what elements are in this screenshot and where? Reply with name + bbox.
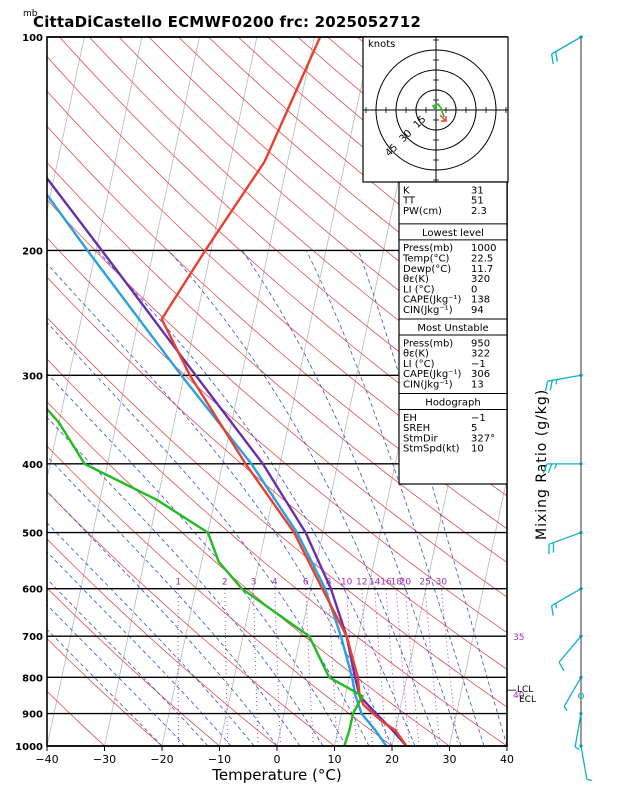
y-tick-label: 500 xyxy=(22,529,43,540)
y-tick-label: 1000 xyxy=(15,742,43,753)
y-tick-label: 900 xyxy=(22,710,43,721)
x-tick-label: 40 xyxy=(500,753,514,766)
lcl-label: LCL xyxy=(517,685,533,695)
wind-barb xyxy=(579,744,591,780)
mixing-ratio-edge-label: 35 xyxy=(513,633,524,643)
moist-adiabat-line xyxy=(0,250,208,746)
isotherm-line xyxy=(220,37,372,746)
moist-adiabat-line xyxy=(0,250,254,746)
panel-row-label: PW(cm) xyxy=(403,206,442,217)
wind-barb xyxy=(575,712,583,750)
chart-title: CittaDiCastello ECMWF0200 frc: 202505271… xyxy=(33,13,421,31)
mixing-ratio-label: 1 xyxy=(175,578,181,588)
y-tick-label: 200 xyxy=(22,246,43,257)
panel-row-value: 2.3 xyxy=(471,206,487,217)
x-tick-label: 20 xyxy=(385,753,399,766)
x-tick-label: −40 xyxy=(35,753,58,766)
mixing-ratio-label: 14 xyxy=(369,578,381,588)
mixing-ratio-label: 25 xyxy=(419,578,430,588)
isotherm-line xyxy=(105,37,257,746)
series-line-virtual_parcel xyxy=(0,37,386,746)
mixing-ratio-line xyxy=(225,589,228,746)
dry-adiabat-line xyxy=(0,37,392,746)
mixing-ratio-label: 4 xyxy=(272,578,278,588)
wind-barb xyxy=(546,374,583,391)
y-tick-label: 400 xyxy=(22,460,43,471)
y-tick-label: 700 xyxy=(22,632,43,643)
background-lines xyxy=(0,37,618,746)
mixing-ratio-label: 10 xyxy=(341,578,353,588)
moist-adiabat-line xyxy=(35,250,392,746)
wind-barb xyxy=(552,35,583,64)
x-tick-label: 10 xyxy=(328,753,342,766)
panel-row-value: 10 xyxy=(471,444,484,455)
moist-adiabat-line xyxy=(0,250,369,746)
mixing-ratio-label: 20 xyxy=(400,578,412,588)
x-tick-label: 30 xyxy=(443,753,457,766)
y-tick-label: 800 xyxy=(22,673,43,684)
hodograph-params-title: Hodograph xyxy=(425,398,480,409)
mixing-ratio-label: 6 xyxy=(303,578,309,588)
isotherm-line xyxy=(162,37,314,746)
ecl-label: ECL xyxy=(519,695,536,705)
y-tick-label: 300 xyxy=(22,371,43,382)
mixing-ratio-label: 2 xyxy=(222,578,228,588)
panel-row-label: CIN(Jkg⁻¹) xyxy=(403,305,453,316)
lowest-level-title: Lowest level xyxy=(422,228,484,239)
mixing-ratio-label: 12 xyxy=(356,578,367,588)
moist-adiabat-line xyxy=(0,250,231,746)
wind-barb-column xyxy=(544,35,592,780)
mixing-ratio-line xyxy=(254,589,259,746)
isotherm-line xyxy=(47,37,199,746)
hodograph-title: knots xyxy=(368,39,395,50)
x-axis-label: Temperature (°C) xyxy=(211,766,341,784)
panel-row-label: CIN(Jkg⁻¹) xyxy=(403,380,453,391)
moist-adiabat-line xyxy=(0,250,300,746)
mixing-ratio-label: 3 xyxy=(251,578,257,588)
panel-row-value: 94 xyxy=(471,305,484,316)
wind-barb xyxy=(559,635,583,671)
dry-adiabat-line xyxy=(0,37,105,746)
mixing-ratio-line xyxy=(306,589,314,746)
x-tick-label: 0 xyxy=(274,753,281,766)
panel-row-value: 13 xyxy=(471,380,484,391)
x-tick-label: −20 xyxy=(150,753,173,766)
y-tick-label: 100 xyxy=(22,33,43,44)
mixing-ratio-label: 30 xyxy=(436,578,448,588)
panel-row-label: StmSpd(kt) xyxy=(403,444,460,455)
x-tick-label: −30 xyxy=(93,753,116,766)
wind-barb xyxy=(552,587,583,615)
mixing-ratio-line xyxy=(441,589,457,746)
y-tick-label: 600 xyxy=(22,585,43,596)
wind-barb xyxy=(549,531,583,554)
dry-adiabat-line xyxy=(0,37,335,746)
most-unstable-title: Most Unstable xyxy=(417,323,488,334)
x-tick-label: −10 xyxy=(208,753,231,766)
